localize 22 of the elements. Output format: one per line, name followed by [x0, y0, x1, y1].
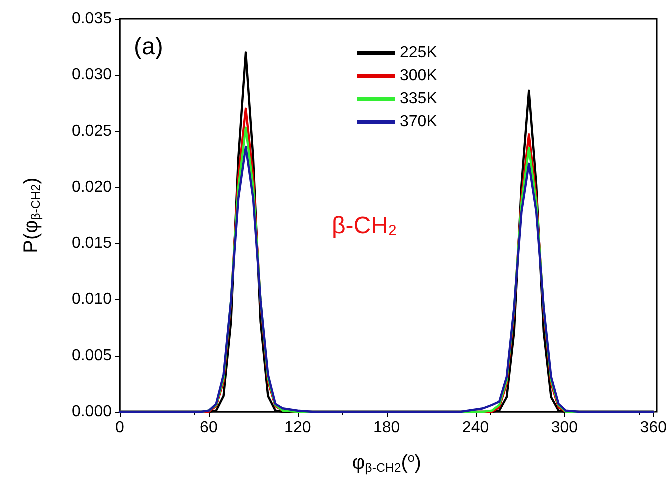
x-tick-label: 240 [462, 420, 490, 436]
y-tick-label: 0.005 [72, 347, 112, 364]
y-tick-label: 0.035 [72, 10, 112, 28]
x-tick-label: 180 [373, 420, 400, 436]
y-tick-label: 0.030 [72, 66, 112, 84]
annotation: (a) [134, 34, 164, 60]
y-tick-label: 0.020 [72, 178, 112, 196]
legend-label: 300K [400, 68, 438, 84]
x-tick-label: 0 [116, 420, 125, 436]
legend-label: 335K [400, 90, 438, 108]
y-tick-label: 0.015 [72, 235, 112, 252]
legend-label: 225K [400, 44, 438, 62]
annotation: β-CH2 [332, 212, 397, 240]
y-axis-title: P(φβ-CH2) [20, 178, 43, 254]
y-tick-label: 0.025 [72, 122, 112, 140]
x-tick-label: 300 [551, 420, 578, 436]
legend-label: 370K [400, 114, 438, 130]
x-tick-label: 360 [640, 420, 668, 436]
x-tick-label: 60 [200, 420, 218, 436]
y-tick-label: 0.010 [72, 291, 112, 308]
y-tick-label: 0.000 [72, 404, 112, 420]
x-tick-label: 120 [284, 420, 312, 436]
